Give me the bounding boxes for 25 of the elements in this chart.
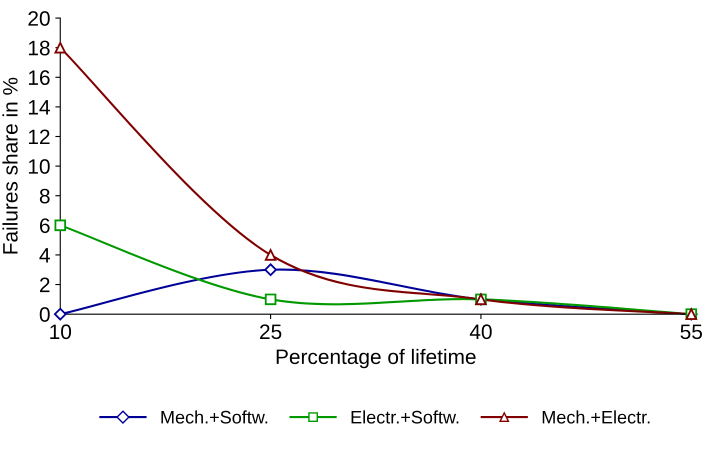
y-tick-label: 0 bbox=[40, 307, 50, 322]
y-tick-label: 6 bbox=[40, 218, 50, 234]
legend-label: Electr.+Softw. bbox=[352, 410, 458, 424]
x-tick-label: 55 bbox=[680, 324, 702, 340]
x-axis-title: Percentage of lifetime bbox=[276, 348, 476, 368]
point bbox=[54, 220, 66, 232]
y-tick-label: 18 bbox=[28, 40, 50, 56]
legend-label: Mech.+Softw. bbox=[161, 410, 268, 424]
y-tick-label: 2 bbox=[40, 278, 50, 292]
point bbox=[264, 249, 276, 261]
x-tick-label: 10 bbox=[50, 324, 72, 340]
x-tick-label: 25 bbox=[260, 324, 282, 340]
y-tick-label: 12 bbox=[28, 130, 50, 144]
y-tick-label: 4 bbox=[39, 248, 50, 262]
y-tick-label: 16 bbox=[28, 70, 50, 86]
x-tick-label: 40 bbox=[470, 324, 492, 340]
y-tick-label: 10 bbox=[28, 159, 50, 174]
legend-label: Mech.+Electr. bbox=[542, 410, 650, 424]
point bbox=[264, 294, 276, 306]
point bbox=[54, 308, 67, 320]
point bbox=[264, 263, 277, 276]
y-axis-title: Failures share in % bbox=[2, 78, 18, 254]
y-tick-label: 14 bbox=[28, 100, 50, 114]
y-tick-label: 20 bbox=[28, 11, 50, 26]
y-tick-label: 8 bbox=[40, 188, 50, 204]
